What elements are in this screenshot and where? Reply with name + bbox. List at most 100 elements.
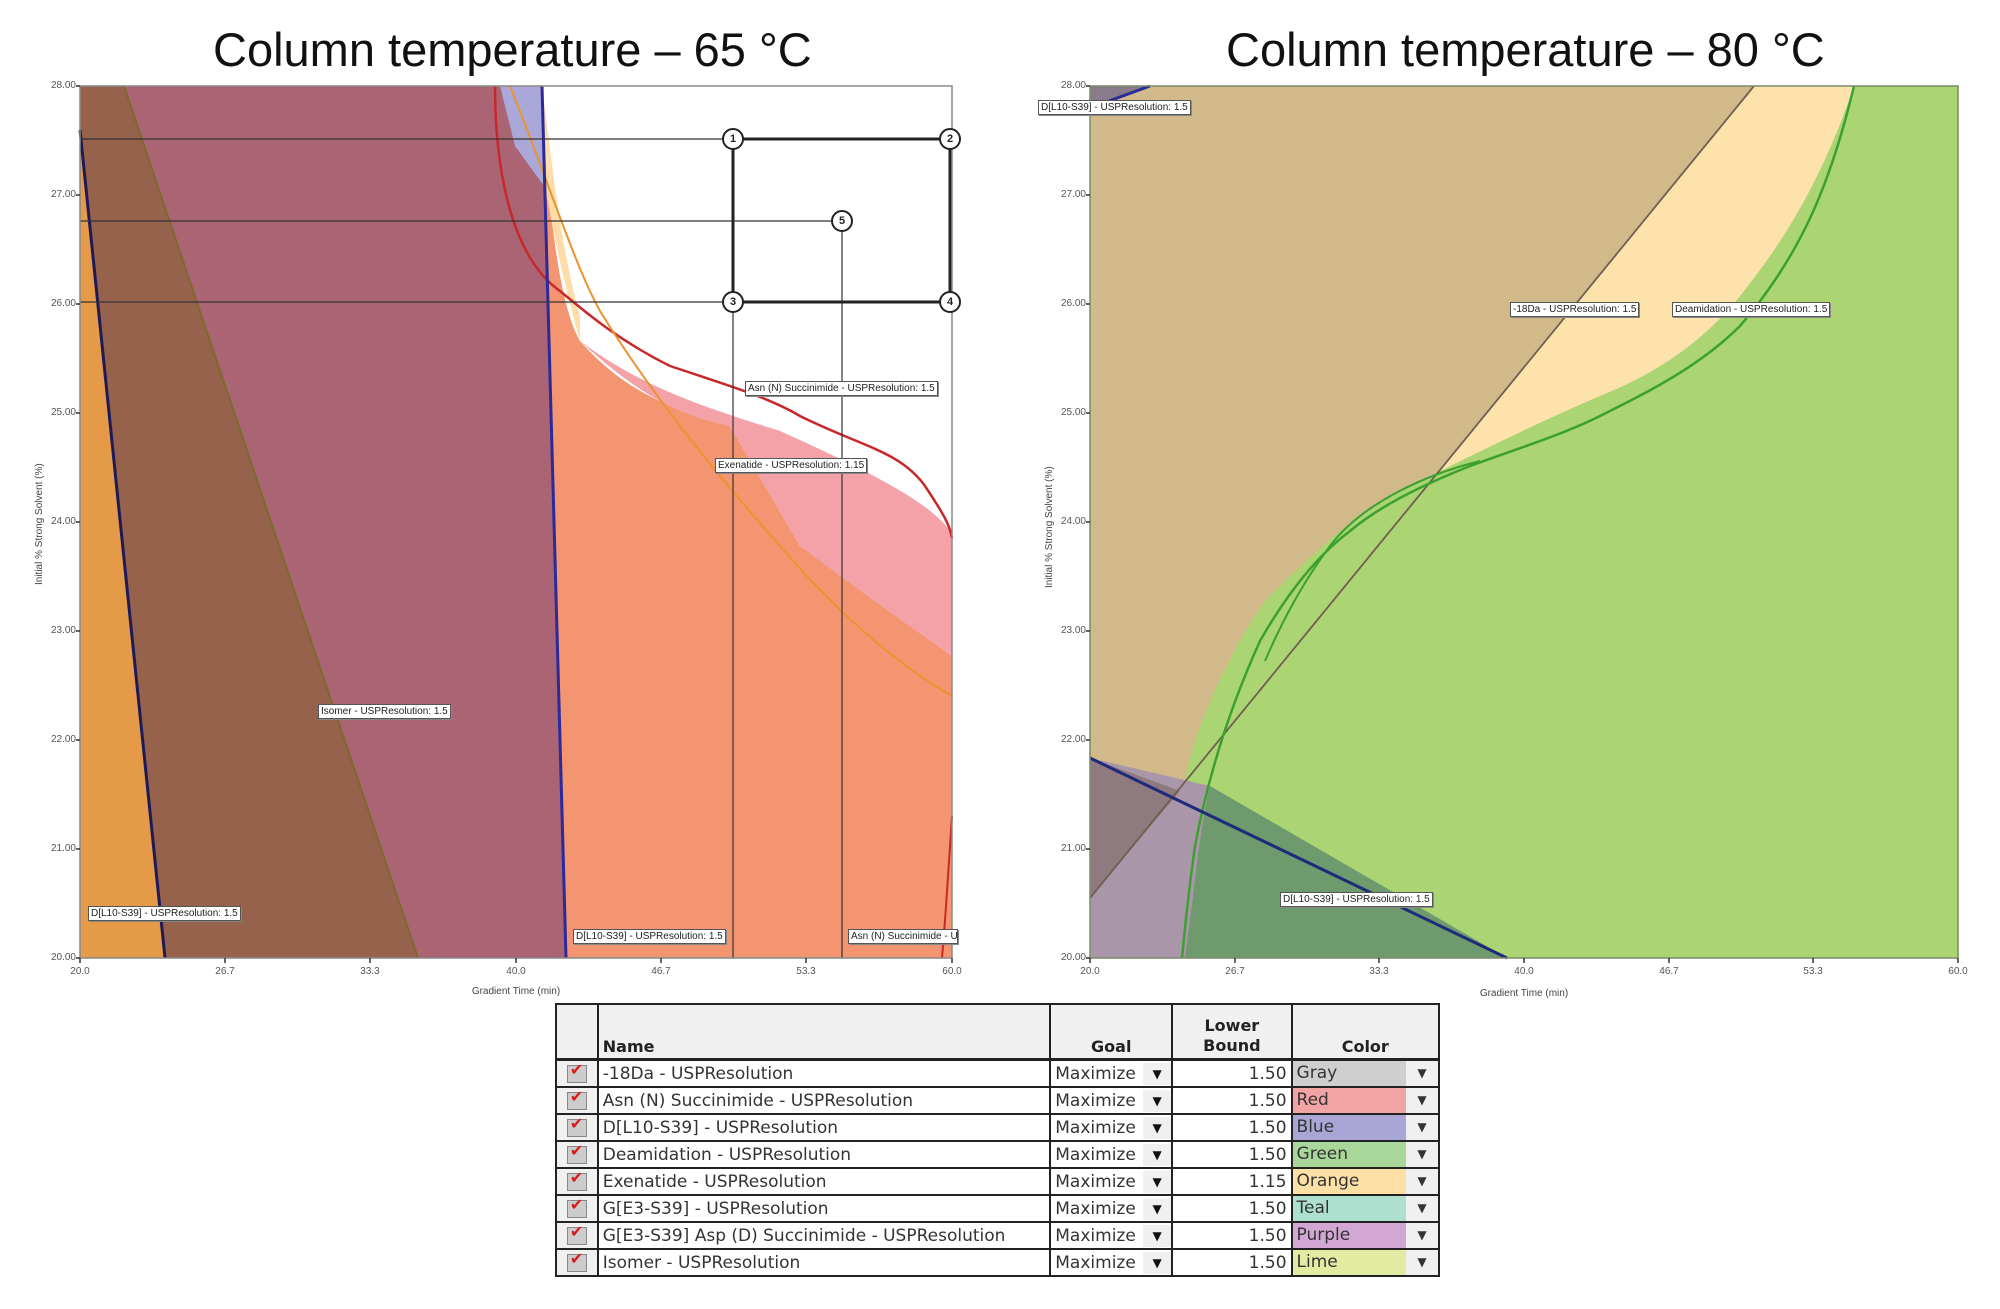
table-row: G[E3-S39] Asp (D) Succinimide - USPResol… [555,1221,1441,1250]
design-point-4[interactable]: 4 [939,291,961,313]
dropdown-arrow-icon[interactable]: ▼ [1406,1170,1437,1193]
header-color[interactable]: Color [1290,1003,1441,1061]
checkbox-checked-icon[interactable] [566,1143,587,1164]
x-tick: 46.7 [1659,966,1679,977]
x-tick: 40.0 [506,966,526,977]
checkbox-checked-icon[interactable] [566,1061,587,1083]
dropdown-arrow-icon[interactable]: ▼ [1143,1143,1171,1166]
color-select[interactable]: Blue ▼ [1290,1113,1441,1142]
goal-value: Maximize [1055,1252,1136,1273]
table-row: -18Da - USPResolution Maximize ▼ 1.50 Gra… [555,1058,1441,1088]
color-select[interactable]: Orange ▼ [1290,1167,1441,1196]
dropdown-arrow-icon[interactable]: ▼ [1406,1143,1437,1166]
lower-bound-input[interactable]: 1.50 [1171,1194,1293,1223]
annotation-exenatide: Exenatide - USPResolution: 1.15 [715,458,868,473]
x-tick: 26.7 [215,966,235,977]
row-checkbox-cell[interactable] [555,1167,599,1196]
dropdown-arrow-icon[interactable]: ▼ [1406,1116,1437,1139]
dropdown-arrow-icon[interactable]: ▼ [1406,1251,1437,1274]
checkbox-checked-icon[interactable] [566,1251,587,1272]
goal-value: Maximize [1055,1144,1136,1165]
dropdown-arrow-icon[interactable]: ▼ [1143,1224,1171,1247]
annotation-asn-succinimide: Asn (N) Succinimide - USPResolution: 1.5 [745,381,938,396]
checkbox-checked-icon[interactable] [566,1224,587,1245]
dropdown-arrow-icon[interactable]: ▼ [1143,1089,1171,1112]
dropdown-arrow-icon[interactable]: ▼ [1143,1251,1171,1274]
right-plot-svg [1086,84,1959,963]
goal-value: Maximize [1055,1090,1136,1111]
lower-bound-input[interactable]: 1.50 [1171,1086,1293,1115]
lower-bound-input[interactable]: 1.15 [1171,1167,1293,1196]
dropdown-arrow-icon[interactable]: ▼ [1406,1061,1437,1086]
header-check [555,1003,599,1061]
checkbox-checked-icon[interactable] [566,1116,587,1137]
y-tick: 27.00 [50,189,76,200]
left-plot-area[interactable]: 1 2 3 4 5 Asn (N) Succinimide - USPResol… [76,85,961,963]
color-select[interactable]: Green ▼ [1290,1140,1441,1169]
header-goal[interactable]: Goal [1049,1003,1174,1061]
checkbox-checked-icon[interactable] [566,1197,587,1218]
color-value: Teal [1293,1197,1406,1220]
row-name: -18Da - USPResolution [596,1058,1052,1088]
row-name: Asn (N) Succinimide - USPResolution [596,1086,1052,1115]
checkbox-checked-icon[interactable] [566,1170,587,1191]
dropdown-arrow-icon[interactable]: ▼ [1143,1170,1171,1193]
dropdown-arrow-icon[interactable]: ▼ [1143,1197,1171,1220]
row-checkbox-cell[interactable] [555,1058,599,1088]
y-tick: 27.00 [1060,189,1086,200]
design-point-5[interactable]: 5 [831,210,853,232]
color-value: Blue [1293,1116,1406,1139]
table-row: Isomer - USPResolution Maximize ▼ 1.50 Li… [555,1248,1441,1277]
goal-select[interactable]: Maximize ▼ [1049,1140,1174,1169]
goal-value: Maximize [1055,1225,1136,1246]
goal-select[interactable]: Maximize ▼ [1049,1194,1174,1223]
y-tick: 21.00 [1060,843,1086,854]
color-select[interactable]: Lime ▼ [1290,1248,1441,1277]
header-lower-bound[interactable]: Lower Bound [1171,1003,1293,1061]
lower-bound-input[interactable]: 1.50 [1171,1221,1293,1250]
annotation-asn-succinimide-bottom: Asn (N) Succinimide - USI [848,929,958,944]
goal-value: Maximize [1055,1198,1136,1219]
color-select[interactable]: Purple ▼ [1290,1221,1441,1250]
lower-bound-input[interactable]: 1.50 [1171,1113,1293,1142]
header-name[interactable]: Name [596,1003,1052,1061]
goal-select[interactable]: Maximize ▼ [1049,1113,1174,1142]
color-select[interactable]: Teal ▼ [1290,1194,1441,1223]
goal-select[interactable]: Maximize ▼ [1049,1086,1174,1115]
design-point-3[interactable]: 3 [722,291,744,313]
x-tick: 20.0 [70,966,90,977]
x-tick: 33.3 [360,966,380,977]
color-select[interactable]: Gray ▼ [1290,1058,1441,1088]
row-checkbox-cell[interactable] [555,1248,599,1277]
row-checkbox-cell[interactable] [555,1113,599,1142]
header-lower-bound-line1: Lower [1204,1016,1260,1035]
color-select[interactable]: Red ▼ [1290,1086,1441,1115]
design-point-2[interactable]: 2 [939,128,961,150]
checkbox-checked-icon[interactable] [566,1089,587,1110]
goal-select[interactable]: Maximize ▼ [1049,1248,1174,1277]
right-plot-area[interactable]: D[L10-S39] - USPResolution: 1.5 -18Da - … [1038,84,1959,963]
row-checkbox-cell[interactable] [555,1140,599,1169]
right-chart-title: Column temperature – 80 °C [1226,23,1825,76]
table-row: Exenatide - USPResolution Maximize ▼ 1.15… [555,1167,1441,1196]
dropdown-arrow-icon[interactable]: ▼ [1406,1197,1437,1220]
row-checkbox-cell[interactable] [555,1086,599,1115]
dropdown-arrow-icon[interactable]: ▼ [1406,1089,1437,1112]
goal-value: Maximize [1055,1063,1136,1084]
dropdown-arrow-icon[interactable]: ▼ [1143,1062,1171,1085]
lower-bound-input[interactable]: 1.50 [1171,1248,1293,1277]
goal-select[interactable]: Maximize ▼ [1049,1221,1174,1250]
table-header-row: Name Goal Lower Bound Color [555,1003,1441,1061]
lower-bound-input[interactable]: 1.50 [1171,1140,1293,1169]
row-checkbox-cell[interactable] [555,1221,599,1250]
goal-select[interactable]: Maximize ▼ [1049,1058,1174,1088]
right-y-axis-title: Initial % Strong Solvent (%) [1044,466,1055,588]
design-point-1[interactable]: 1 [722,128,744,150]
goal-select[interactable]: Maximize ▼ [1049,1167,1174,1196]
lower-bound-input[interactable]: 1.50 [1171,1058,1293,1088]
dropdown-arrow-icon[interactable]: ▼ [1406,1224,1437,1247]
row-checkbox-cell[interactable] [555,1194,599,1223]
goal-value: Maximize [1055,1117,1136,1138]
dropdown-arrow-icon[interactable]: ▼ [1143,1116,1171,1139]
